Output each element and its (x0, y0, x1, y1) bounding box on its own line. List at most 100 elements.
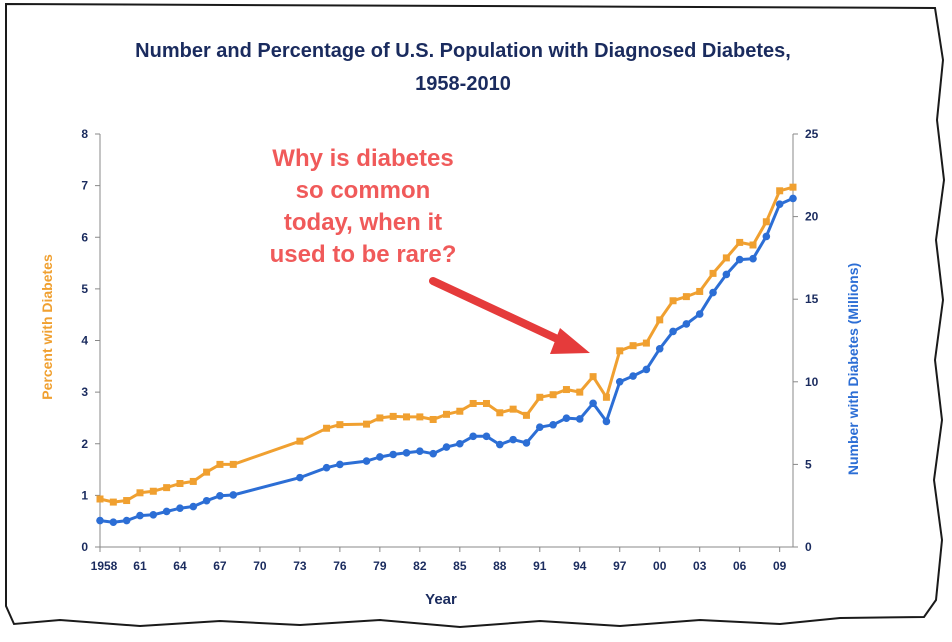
number-data-point (202, 496, 211, 505)
number-data-point (482, 432, 491, 441)
number-data-point (496, 440, 504, 449)
percent-data-point (229, 460, 237, 468)
number-data-point (149, 510, 158, 519)
percent-data-point (696, 287, 704, 295)
annotation-line-3: today, when it (284, 209, 442, 236)
percent-data-point (576, 388, 584, 396)
percent-data-point (709, 269, 717, 277)
annotation-line-2: so common (296, 177, 431, 204)
number-data-point (562, 414, 571, 422)
percent-data-point (562, 386, 570, 394)
torn-page-border (5, 2, 946, 629)
x-tick-label: 76 (333, 559, 347, 573)
percent-data-point (403, 413, 411, 421)
number-data-point (722, 270, 731, 279)
x-tick-label: 82 (413, 559, 427, 573)
percent-data-point (149, 487, 157, 495)
number-data-point (96, 516, 104, 525)
annotation-arrow-head (550, 328, 590, 354)
number-data-point (695, 310, 704, 318)
x-tick-label: 09 (773, 559, 787, 573)
percent-data-point (536, 393, 544, 401)
number-data-point (376, 453, 384, 461)
number-data-point (749, 254, 757, 263)
number-data-point (589, 399, 597, 408)
y-right-tick-label: 20 (805, 210, 819, 224)
percent-data-point (389, 412, 397, 420)
percent-data-point (496, 409, 504, 417)
number-data-point (442, 443, 451, 451)
y-right-tick-label: 15 (805, 292, 819, 306)
x-axis-ticks: 1958 61 64 67 70 73 76 79 82 85 88 91 94 97 00 03 06 09 (91, 547, 787, 573)
percent-data-point (616, 347, 624, 355)
series-layer (96, 183, 797, 527)
x-tick-label: 1958 (91, 559, 118, 573)
number-data-point (709, 288, 717, 297)
y-left-tick-label: 5 (81, 282, 88, 296)
percent-data-point (376, 414, 384, 422)
y-right-tick-label: 5 (805, 457, 812, 471)
percent-data-point (429, 415, 437, 423)
number-data-point (735, 255, 744, 264)
number-data-point (402, 449, 411, 457)
number-data-point (189, 502, 198, 511)
percent-data-point (509, 405, 517, 413)
percent-data-point (176, 480, 184, 488)
annotation-line-1: Why is diabetes (272, 145, 453, 172)
number-data-point (362, 457, 371, 465)
number-data-point (602, 417, 611, 426)
y-left-tick-label: 3 (81, 385, 88, 399)
percent-data-point (136, 489, 144, 497)
x-tick-label: 88 (493, 559, 507, 573)
percent-data-point (216, 460, 224, 468)
x-tick-label: 91 (533, 559, 547, 573)
percent-data-point (443, 410, 450, 418)
number-data-point (535, 423, 544, 432)
number-data-point (789, 194, 797, 203)
y-left-tick-label: 4 (81, 334, 88, 348)
number-data-point (176, 504, 184, 512)
percent-data-point (416, 413, 424, 421)
percent-data-point (203, 468, 211, 476)
x-axis-title: Year (425, 591, 457, 608)
percent-data-point (336, 421, 344, 429)
number-data-point (322, 463, 331, 472)
percent-data-point (323, 424, 331, 432)
percent-data-point (96, 495, 104, 503)
number-data-point (669, 327, 677, 336)
y-right-tick-label: 25 (805, 127, 819, 141)
x-tick-label: 00 (653, 559, 667, 573)
number-data-point (549, 420, 557, 429)
x-tick-label: 67 (213, 559, 227, 573)
percent-data-point (163, 484, 171, 492)
number-data-point (682, 320, 691, 328)
percent-data-point (296, 437, 304, 445)
x-tick-label: 70 (253, 559, 267, 573)
right-axis-ticks: 0 5 10 15 20 25 (793, 127, 819, 554)
percent-data-point (749, 241, 757, 249)
percent-data-point (602, 393, 610, 401)
percent-data-point (669, 297, 677, 305)
number-data-point (429, 449, 437, 458)
number-data-point (629, 372, 637, 380)
x-tick-label: 06 (733, 559, 747, 573)
number-data-point (109, 518, 118, 527)
percent-data-point (776, 187, 784, 195)
number-data-point (775, 200, 784, 209)
y-axis-right-title: Number with Diabetes (Millions) (845, 263, 861, 475)
number-data-point (509, 435, 517, 444)
x-tick-label: 85 (453, 559, 467, 573)
number-data-point (642, 365, 651, 374)
number-data-point (296, 473, 304, 482)
number-data-point (416, 447, 424, 455)
y-left-tick-label: 1 (81, 488, 88, 502)
percent-data-point (762, 218, 770, 226)
x-tick-label: 79 (373, 559, 387, 573)
number-data-point (456, 439, 464, 448)
x-tick-label: 61 (133, 559, 147, 573)
x-tick-label: 03 (693, 559, 707, 573)
percent-data-point (522, 411, 530, 419)
percent-data-point (363, 420, 371, 428)
number-data-point (615, 378, 624, 386)
chart-subtitle: 1958-2010 (415, 73, 511, 95)
